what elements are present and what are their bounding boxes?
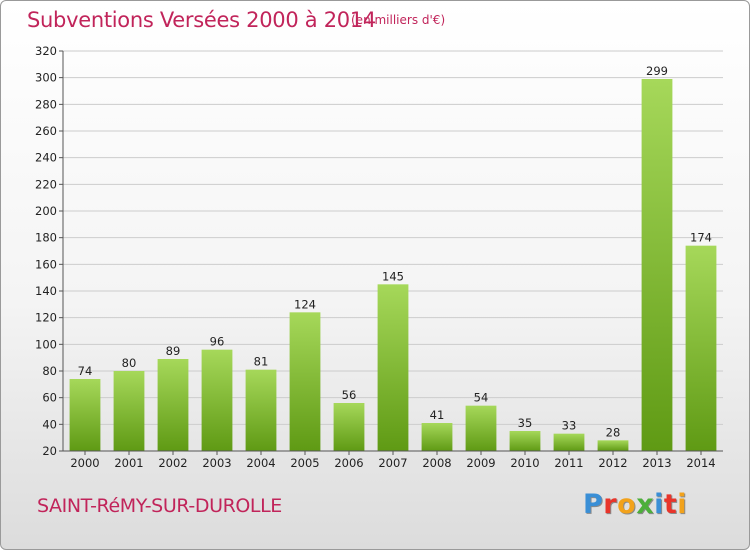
y-tick-label: 160 <box>35 257 57 271</box>
y-tick-label: 20 <box>42 444 57 458</box>
data-label-2008: 41 <box>430 408 445 422</box>
proxiti-logo: Proxiti <box>583 489 687 520</box>
bar-2004 <box>245 369 277 451</box>
data-label-2000: 74 <box>78 364 93 378</box>
x-tick-label: 2004 <box>246 456 275 470</box>
y-tick-label: 280 <box>35 97 57 111</box>
bar-2001 <box>113 371 145 451</box>
bar-2009 <box>465 405 497 451</box>
data-labels: 74 80 89 96 81 124 56 145 41 54 35 33 28 299 174 <box>78 64 712 439</box>
logo-letter: i <box>677 489 688 520</box>
y-tick-label: 260 <box>35 124 57 138</box>
x-tick-label: 2005 <box>290 456 319 470</box>
y-tick-label: 120 <box>35 311 57 325</box>
logo-letter: P <box>583 489 604 520</box>
bar-2012 <box>597 440 629 451</box>
x-tick-label: 2009 <box>466 456 495 470</box>
data-label-2009: 54 <box>474 391 489 405</box>
logo-letter: o <box>617 489 637 520</box>
y-tick-label: 100 <box>35 337 57 351</box>
bar-2003 <box>201 349 233 451</box>
data-label-2014: 174 <box>690 231 712 245</box>
data-label-2002: 89 <box>166 344 181 358</box>
data-label-2007: 145 <box>382 269 404 283</box>
bar-2011 <box>553 433 585 451</box>
logo-letter: x <box>636 489 655 520</box>
x-tick-label: 2002 <box>158 456 187 470</box>
data-label-2013: 299 <box>646 64 668 78</box>
x-tick-label: 2012 <box>598 456 627 470</box>
chart-subtitle: (en milliers d'€) <box>351 13 446 27</box>
axes: 20 40 60 80 100 120 140 160 180 200 220 240 260 280 30… <box>35 44 723 470</box>
x-tick-label: 2000 <box>70 456 99 470</box>
y-tick-label: 180 <box>35 231 57 245</box>
data-label-2001: 80 <box>122 356 137 370</box>
data-label-2012: 28 <box>606 425 621 439</box>
data-label-2003: 96 <box>210 335 225 349</box>
bar-2005 <box>289 312 321 451</box>
bar-2002 <box>157 359 189 451</box>
x-tick-label: 2007 <box>378 456 407 470</box>
logo-letter: t <box>663 489 678 520</box>
data-label-2011: 33 <box>562 419 577 433</box>
chart-title: Subventions Versées 2000 à 2014 <box>27 8 376 32</box>
bar-2013 <box>641 79 673 451</box>
x-tick-label: 2003 <box>202 456 231 470</box>
x-tick-label: 2006 <box>334 456 363 470</box>
y-tick-label: 320 <box>35 44 57 58</box>
data-label-2006: 56 <box>342 388 357 402</box>
y-tick-label: 220 <box>35 177 57 191</box>
bar-2010 <box>509 431 541 451</box>
y-tick-label: 140 <box>35 284 57 298</box>
bar-2014 <box>685 245 717 451</box>
y-tick-label: 80 <box>42 364 57 378</box>
x-tick-label: 2008 <box>422 456 451 470</box>
bars <box>69 79 717 451</box>
bar-2006 <box>333 403 365 451</box>
bar-2008 <box>421 423 453 451</box>
y-tick-label: 60 <box>42 391 57 405</box>
logo-letter: i <box>654 489 664 520</box>
y-tick-label: 200 <box>35 204 57 218</box>
data-label-2010: 35 <box>518 416 533 430</box>
logo-letter: r <box>603 489 618 520</box>
y-tick-label: 240 <box>35 151 57 165</box>
y-tick-label: 300 <box>35 71 57 85</box>
x-tick-label: 2013 <box>642 456 671 470</box>
commune-name: SAINT-RéMY-SUR-DUROLLE <box>37 495 282 517</box>
data-label-2005: 124 <box>294 297 316 311</box>
y-tick-label: 40 <box>42 417 57 431</box>
bar-2007 <box>377 284 409 451</box>
x-tick-label: 2014 <box>686 456 715 470</box>
x-tick-label: 2001 <box>114 456 143 470</box>
bar-2000 <box>69 379 101 451</box>
x-tick-label: 2011 <box>554 456 583 470</box>
x-tick-label: 2010 <box>510 456 539 470</box>
data-label-2004: 81 <box>254 355 269 369</box>
